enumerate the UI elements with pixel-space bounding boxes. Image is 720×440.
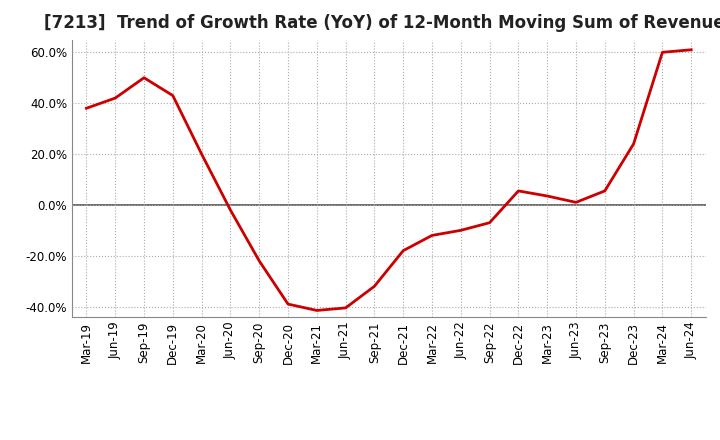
Title: [7213]  Trend of Growth Rate (YoY) of 12-Month Moving Sum of Revenues: [7213] Trend of Growth Rate (YoY) of 12-… [43,15,720,33]
